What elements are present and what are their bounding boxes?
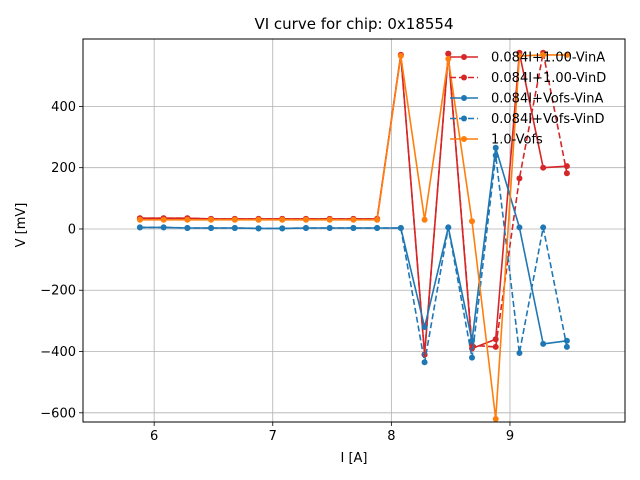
- data-point: [231, 225, 238, 232]
- data-point: [563, 343, 570, 350]
- data-point: [516, 52, 523, 59]
- data-point: [540, 224, 547, 231]
- legend-label: 0.084I+1.00-VinA: [491, 51, 605, 66]
- data-point: [445, 224, 452, 231]
- grid: [83, 39, 625, 422]
- data-point: [445, 50, 452, 57]
- data-point: [492, 152, 499, 159]
- legend-item-3: 0.084I+Vofs-VinA: [450, 92, 604, 107]
- data-point: [421, 216, 428, 223]
- data-point: [469, 218, 476, 225]
- legend-swatch-marker: [461, 54, 467, 60]
- y-tick-label: 200: [51, 161, 76, 176]
- data-point: [184, 225, 191, 232]
- data-point: [421, 324, 428, 331]
- data-point: [540, 164, 547, 171]
- data-point: [136, 216, 143, 223]
- data-point: [302, 225, 309, 232]
- legend-item-5: 1.0-Vofs: [450, 133, 543, 148]
- data-point: [516, 350, 523, 357]
- legend-swatch-marker: [461, 95, 467, 101]
- legend-swatch-marker: [461, 136, 467, 142]
- data-point: [255, 225, 262, 232]
- data-point: [326, 225, 333, 232]
- legend-item-4: 0.084I+Vofs-VinD: [450, 112, 605, 127]
- data-point: [516, 224, 523, 231]
- chart-title: VI curve for chip: 0x18554: [254, 15, 453, 33]
- data-point: [231, 216, 238, 223]
- data-point: [563, 170, 570, 177]
- data-point: [540, 340, 547, 347]
- legend-label: 0.084I+Vofs-VinA: [491, 92, 604, 107]
- data-point: [540, 51, 547, 58]
- y-tick-label: −600: [40, 406, 76, 421]
- data-point: [279, 216, 286, 223]
- x-tick-label: 9: [506, 429, 514, 444]
- data-point: [208, 225, 215, 232]
- legend-item-2: 0.084I+1.00-VinD: [450, 71, 606, 86]
- legend-item-1: 0.084I+1.00-VinA: [450, 51, 605, 66]
- data-point: [160, 216, 167, 223]
- data-point: [302, 216, 309, 223]
- data-point: [397, 225, 404, 232]
- legend-swatch-marker: [461, 115, 467, 122]
- y-tick-label: 400: [51, 100, 76, 115]
- data-point: [136, 224, 143, 231]
- legend-label: 0.084I+Vofs-VinD: [491, 112, 605, 127]
- axis-ticks: 6 7 8 9 −600 −400 −200 0 200 400: [40, 100, 514, 444]
- y-tick-label: −400: [40, 345, 76, 360]
- y-tick-label: 0: [68, 222, 76, 237]
- x-tick-label: 8: [387, 429, 395, 444]
- x-axis-label: I [A]: [340, 451, 367, 466]
- data-point: [492, 144, 499, 151]
- data-point: [208, 216, 215, 223]
- x-tick-label: 7: [269, 429, 277, 444]
- data-point: [492, 343, 499, 350]
- series-lines: [136, 49, 570, 422]
- legend-swatch-marker: [461, 74, 467, 81]
- data-point: [563, 51, 570, 58]
- data-point: [326, 216, 333, 223]
- legend-label: 1.0-Vofs: [491, 133, 543, 148]
- series-4: [136, 152, 570, 366]
- plot-frame: [82, 38, 626, 423]
- data-point: [160, 224, 167, 231]
- data-point: [421, 359, 428, 366]
- data-point: [350, 216, 357, 223]
- data-point: [374, 216, 381, 223]
- data-point: [469, 354, 476, 361]
- legend: 0.084I+1.00-VinA 0.084I+1.00-VinD 0.084I+V…: [450, 51, 606, 148]
- legend-label: 0.084I+1.00-VinD: [491, 71, 606, 86]
- series-5: [136, 51, 570, 422]
- data-point: [397, 52, 404, 59]
- data-point: [492, 415, 499, 422]
- data-point: [279, 225, 286, 232]
- data-point: [184, 216, 191, 223]
- data-point: [350, 225, 357, 232]
- y-axis-label: V [mV]: [14, 203, 29, 248]
- data-point: [255, 216, 262, 223]
- x-tick-label: 6: [150, 429, 158, 444]
- data-point: [374, 225, 381, 232]
- y-tick-label: −200: [40, 284, 76, 299]
- data-point: [516, 175, 523, 182]
- data-point: [445, 55, 452, 62]
